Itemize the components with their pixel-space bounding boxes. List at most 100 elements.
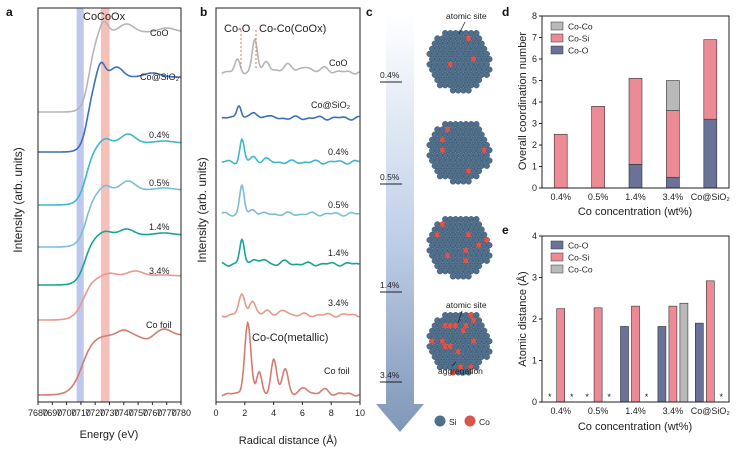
- exafs-label-1-4: 1.4%: [328, 248, 349, 258]
- si-atom: [449, 262, 457, 270]
- co-atom: [429, 338, 436, 345]
- bar-co-si-0-5: [591, 106, 605, 189]
- panel-a-y-axis-label: Intensity (arb. units): [11, 147, 25, 252]
- a-x-tick-label: 7760: [142, 408, 162, 418]
- si-atom: [449, 167, 457, 175]
- si-atom: [455, 221, 462, 228]
- si-atom: [468, 30, 475, 37]
- si-atom: [468, 162, 475, 169]
- si-atom: [468, 131, 475, 138]
- a-x-tick-label: 7680: [28, 408, 48, 418]
- si-atom: [483, 247, 490, 254]
- e-y-tick-label: 4: [532, 231, 537, 241]
- si-atom: [481, 231, 488, 238]
- level-label-0-4: 0.4%: [380, 70, 400, 80]
- si-atom: [434, 317, 441, 324]
- annotation-atomic-site-2: atomic site: [446, 300, 487, 310]
- panel-label-b: b: [200, 5, 207, 19]
- xanes-label-co-sio2: Co@SiO₂: [140, 72, 180, 82]
- si-atom: [478, 332, 485, 340]
- si-atom: [447, 152, 454, 159]
- si-atom: [447, 162, 454, 169]
- si-atom: [444, 327, 451, 334]
- si-atom: [452, 226, 459, 233]
- si-atom: [470, 147, 477, 154]
- si-atom: [478, 40, 485, 47]
- si-atom: [475, 358, 483, 366]
- co-atom: [481, 147, 488, 154]
- si-atom: [465, 369, 472, 376]
- si-atom: [444, 147, 451, 154]
- si-atom: [460, 45, 467, 52]
- si-atom: [452, 312, 459, 319]
- si-atom: [462, 236, 470, 244]
- si-atom: [449, 252, 457, 259]
- si-atom: [462, 71, 470, 78]
- si-atom: [431, 141, 438, 149]
- si-atom: [429, 157, 436, 164]
- si-atom: [473, 226, 480, 233]
- si-atom: [473, 332, 480, 340]
- si-atom: [434, 126, 441, 133]
- si-atom: [434, 348, 441, 355]
- e-legend-label-co-co: Co-Co: [568, 265, 593, 275]
- si-atom: [473, 257, 480, 264]
- si-atom: [486, 66, 493, 73]
- si-atom: [460, 167, 467, 175]
- si-atom: [452, 236, 459, 244]
- si-atom: [473, 364, 480, 371]
- si-atom: [486, 252, 493, 259]
- si-atom: [429, 45, 436, 52]
- xanes-curve-co-foil: [38, 328, 182, 396]
- si-atom: [470, 35, 477, 42]
- si-atom: [468, 353, 475, 360]
- panel-label-e: e: [502, 223, 509, 237]
- si-atom: [452, 30, 459, 37]
- si-atom: [449, 56, 457, 63]
- si-atom: [436, 82, 444, 89]
- si-atom: [434, 358, 441, 366]
- si-atom: [486, 157, 493, 164]
- si-atom: [460, 126, 467, 133]
- si-atom: [455, 167, 462, 175]
- panel-a-x-axis-label: Energy (eV): [80, 429, 139, 441]
- si-atom: [475, 327, 483, 334]
- si-atom: [426, 61, 433, 68]
- exafs-curve-0-4: [221, 137, 360, 165]
- si-atom: [436, 162, 444, 169]
- si-atom: [449, 178, 457, 185]
- si-atom: [442, 332, 449, 340]
- si-atom: [457, 247, 464, 254]
- si-atom: [457, 152, 464, 159]
- exafs-label-co-sio2: Co@SiO₂: [311, 100, 351, 110]
- xanes-curve-1-4: [38, 228, 182, 286]
- si-atom: [455, 45, 462, 52]
- si-atom: [426, 152, 433, 159]
- annotation-co-o: Co-O: [224, 23, 251, 35]
- si-atom: [460, 147, 467, 154]
- si-atom: [444, 262, 451, 270]
- co-atom: [452, 322, 459, 329]
- co-atom: [444, 252, 451, 259]
- si-atom: [434, 327, 441, 334]
- co-atom: [442, 322, 449, 329]
- si-atom: [442, 268, 449, 275]
- d-x-tick-label: 1.4%: [625, 192, 646, 202]
- si-atom: [473, 152, 480, 159]
- si-atom: [447, 312, 454, 319]
- si-atom: [460, 317, 467, 324]
- legend-si-label: Si: [449, 417, 457, 427]
- si-atom: [452, 71, 459, 78]
- si-atom: [481, 348, 488, 355]
- si-atom: [436, 141, 444, 149]
- si-atom: [468, 141, 475, 149]
- si-atom: [475, 252, 483, 259]
- si-atom: [431, 257, 438, 264]
- bar-co-o-1-4: [620, 326, 629, 403]
- si-atom: [444, 66, 451, 73]
- concentration-arrow: [376, 14, 424, 432]
- si-atom: [470, 157, 477, 164]
- si-atom: [452, 257, 459, 264]
- si-atom: [462, 343, 470, 350]
- si-atom: [442, 152, 449, 159]
